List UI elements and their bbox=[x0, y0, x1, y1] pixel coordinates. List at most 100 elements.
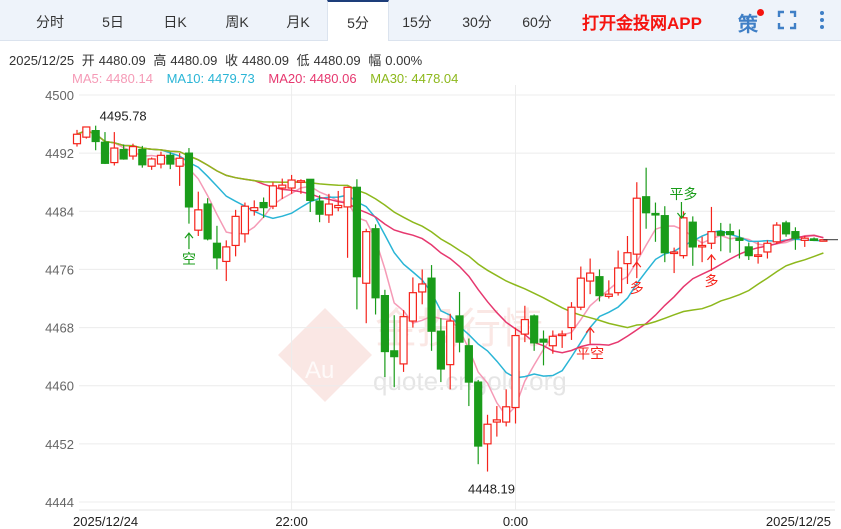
candle-up bbox=[763, 242, 772, 253]
candle-up bbox=[492, 419, 501, 423]
info-close-label: 收 bbox=[224, 53, 238, 68]
open-app-link[interactable]: 打开金投网APP bbox=[582, 14, 702, 33]
candle-up bbox=[147, 158, 156, 167]
tab-15min[interactable]: 15分 bbox=[402, 14, 432, 30]
more-vertical-icon[interactable] bbox=[818, 10, 826, 30]
candle-up bbox=[753, 254, 763, 257]
candle-down bbox=[688, 221, 697, 248]
signal-arrow-up-icon bbox=[632, 261, 642, 279]
watermark bbox=[278, 308, 372, 402]
candle-down bbox=[203, 203, 212, 240]
watermark-name: 金投行情 bbox=[375, 304, 543, 353]
candle-up bbox=[296, 180, 306, 183]
candle-down bbox=[539, 338, 548, 343]
candle-up bbox=[128, 146, 138, 157]
candle-up bbox=[110, 147, 119, 164]
tab-monthly-k[interactable]: 月K bbox=[286, 14, 310, 30]
candle-down bbox=[744, 246, 753, 257]
signal-label: 平多 bbox=[669, 186, 697, 203]
candle-up bbox=[362, 231, 371, 284]
candle-up bbox=[156, 154, 166, 165]
signal-arrow-down-icon bbox=[676, 202, 686, 219]
candle-up bbox=[483, 423, 492, 445]
candle-down bbox=[427, 277, 436, 332]
signal-arrow-up-icon bbox=[706, 253, 716, 271]
y-tick-label: 4500 bbox=[45, 88, 74, 103]
y-tick-label: 4452 bbox=[45, 437, 74, 452]
candle-up bbox=[698, 244, 707, 248]
candle-down bbox=[184, 152, 194, 208]
tab-daily-k[interactable]: 日K bbox=[163, 14, 187, 30]
candle-up bbox=[418, 283, 427, 293]
candle-up bbox=[240, 205, 250, 235]
ma30-value: MA30: 4478.04 bbox=[370, 71, 459, 86]
candle-down bbox=[212, 242, 222, 259]
ma5-value: MA5: 4480.14 bbox=[72, 71, 153, 86]
candle-up bbox=[324, 203, 334, 216]
candle-up bbox=[408, 292, 417, 322]
min-price-label: 4448.19 bbox=[468, 482, 515, 497]
candle-down bbox=[436, 330, 445, 370]
watermark-site: quote.cngold.org bbox=[373, 366, 567, 396]
candle-up bbox=[707, 231, 716, 244]
signal-label: 平空 bbox=[576, 347, 604, 363]
candle-up bbox=[819, 239, 828, 242]
candle-up bbox=[268, 185, 278, 207]
ma30-line bbox=[76, 129, 824, 329]
tab-timeshare[interactable]: 分时 bbox=[36, 14, 64, 30]
candle-down bbox=[352, 186, 361, 278]
signal-arrow-up-icon bbox=[184, 232, 194, 250]
candle-up bbox=[446, 320, 455, 366]
candle-up bbox=[772, 224, 781, 243]
candle-up bbox=[511, 334, 520, 409]
tab-60min[interactable]: 60分 bbox=[522, 14, 552, 30]
candle-down bbox=[259, 201, 268, 209]
candle-up bbox=[278, 184, 287, 189]
candle-down bbox=[455, 315, 464, 343]
candle-up bbox=[614, 267, 623, 294]
candle-down bbox=[651, 212, 660, 216]
candle-up bbox=[502, 406, 511, 423]
tab-30min[interactable]: 30分 bbox=[462, 14, 492, 30]
candle-down bbox=[315, 200, 324, 215]
y-tick-label: 4468 bbox=[45, 321, 74, 336]
tab-5day[interactable]: 5日 bbox=[102, 14, 124, 30]
y-tick-label: 4476 bbox=[45, 262, 74, 277]
ma20-line bbox=[76, 129, 824, 354]
candle-up bbox=[567, 306, 576, 329]
candle-up bbox=[222, 246, 231, 263]
candle-up bbox=[548, 335, 557, 347]
signal-label: 多 bbox=[704, 273, 718, 290]
y-tick-label: 4484 bbox=[45, 204, 74, 219]
candle-down bbox=[380, 294, 389, 353]
x-tick-label: 22:00 bbox=[275, 514, 308, 529]
candle-up bbox=[343, 186, 352, 208]
tab-5min[interactable]: 5分 bbox=[327, 0, 389, 41]
candle-down bbox=[530, 315, 539, 344]
tab-weekly-k[interactable]: 周K bbox=[225, 14, 249, 30]
candle-down bbox=[735, 237, 744, 241]
candle-up bbox=[82, 126, 91, 138]
candle-down bbox=[138, 148, 147, 166]
ma10-value: MA10: 4479.73 bbox=[166, 71, 255, 86]
candle-up bbox=[679, 217, 688, 257]
candle-up bbox=[520, 318, 529, 335]
candle-up bbox=[250, 207, 259, 212]
max-price-label: 4495.78 bbox=[100, 109, 147, 124]
x-tick-label: 2025/12/25 bbox=[766, 514, 831, 529]
ma20-value: MA20: 4480.06 bbox=[268, 71, 357, 86]
info-date: 2025/12/25 bbox=[9, 53, 75, 68]
candle-down bbox=[642, 196, 651, 214]
y-tick-label: 4444 bbox=[45, 495, 74, 510]
info-change: 0.00% bbox=[385, 53, 423, 68]
candle-down bbox=[725, 231, 735, 236]
fullscreen-icon[interactable] bbox=[777, 10, 797, 30]
candle-down bbox=[791, 231, 800, 239]
candle-down bbox=[91, 130, 100, 143]
ma5-line bbox=[76, 129, 824, 417]
strategy-icon[interactable]: 策 bbox=[738, 8, 764, 37]
candle-up bbox=[800, 237, 809, 241]
candle-up bbox=[576, 277, 585, 308]
info-high: 4480.09 bbox=[170, 53, 218, 68]
x-tick-label: 2025/12/24 bbox=[73, 514, 138, 529]
